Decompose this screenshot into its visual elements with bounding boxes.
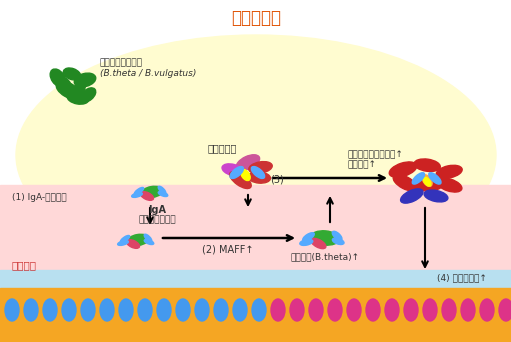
Ellipse shape <box>499 299 511 321</box>
Ellipse shape <box>332 238 344 245</box>
Ellipse shape <box>423 299 437 321</box>
Ellipse shape <box>311 238 326 249</box>
Ellipse shape <box>121 235 130 242</box>
Ellipse shape <box>422 175 432 186</box>
Text: クロストリジウム属↑: クロストリジウム属↑ <box>348 150 404 159</box>
Ellipse shape <box>249 161 272 173</box>
Ellipse shape <box>134 187 144 195</box>
Ellipse shape <box>230 171 251 188</box>
Ellipse shape <box>43 299 57 321</box>
Text: (2) MAFF↑: (2) MAFF↑ <box>202 245 254 255</box>
Ellipse shape <box>158 186 166 194</box>
Ellipse shape <box>347 299 361 321</box>
Bar <box>0 288 511 342</box>
Text: 大腸細菌叢: 大腸細菌叢 <box>207 143 237 153</box>
Ellipse shape <box>144 234 152 242</box>
Ellipse shape <box>81 299 95 321</box>
Ellipse shape <box>127 234 149 246</box>
Ellipse shape <box>176 299 190 321</box>
Ellipse shape <box>436 165 462 178</box>
Text: (3): (3) <box>270 175 284 185</box>
Ellipse shape <box>119 299 133 321</box>
Text: (1) IgA-細菌結合: (1) IgA-細菌結合 <box>12 193 66 201</box>
Ellipse shape <box>132 193 143 197</box>
Ellipse shape <box>271 299 285 321</box>
Ellipse shape <box>389 162 417 177</box>
Ellipse shape <box>332 231 342 240</box>
Ellipse shape <box>80 88 96 102</box>
Ellipse shape <box>401 189 423 203</box>
Ellipse shape <box>385 299 399 321</box>
Ellipse shape <box>100 299 114 321</box>
Ellipse shape <box>248 172 270 183</box>
Ellipse shape <box>328 299 342 321</box>
Ellipse shape <box>303 233 314 241</box>
Ellipse shape <box>195 299 209 321</box>
Ellipse shape <box>300 239 313 246</box>
Ellipse shape <box>138 299 152 321</box>
Ellipse shape <box>230 167 243 179</box>
Ellipse shape <box>252 299 266 321</box>
Ellipse shape <box>424 190 448 202</box>
Ellipse shape <box>56 81 80 99</box>
Ellipse shape <box>416 179 443 191</box>
Ellipse shape <box>58 77 72 94</box>
Ellipse shape <box>24 299 38 321</box>
Ellipse shape <box>157 299 171 321</box>
Ellipse shape <box>480 299 494 321</box>
Text: 腸管内容物: 腸管内容物 <box>231 9 281 27</box>
Ellipse shape <box>424 177 431 186</box>
Ellipse shape <box>5 299 19 321</box>
Ellipse shape <box>63 68 81 80</box>
Text: 大腸粘液: 大腸粘液 <box>12 260 37 270</box>
Text: 代謝機能↑: 代謝機能↑ <box>348 160 377 170</box>
Ellipse shape <box>404 299 418 321</box>
Ellipse shape <box>311 231 339 245</box>
Ellipse shape <box>393 175 417 191</box>
Ellipse shape <box>127 240 140 248</box>
Ellipse shape <box>118 241 128 246</box>
Ellipse shape <box>141 186 163 198</box>
Ellipse shape <box>366 299 380 321</box>
Ellipse shape <box>62 299 76 321</box>
Bar <box>0 185 511 295</box>
Ellipse shape <box>158 192 168 197</box>
Text: (4) 腸炎抵抗性↑: (4) 腸炎抵抗性↑ <box>437 274 487 282</box>
Ellipse shape <box>251 167 265 179</box>
Ellipse shape <box>442 299 456 321</box>
Text: 細菌間相互作用: 細菌間相互作用 <box>138 215 176 224</box>
Text: バクテロイデス属: バクテロイデス属 <box>100 58 143 67</box>
Ellipse shape <box>233 299 247 321</box>
Ellipse shape <box>309 299 323 321</box>
Ellipse shape <box>50 69 66 87</box>
Ellipse shape <box>144 239 154 245</box>
Ellipse shape <box>237 155 260 170</box>
Ellipse shape <box>290 299 304 321</box>
Ellipse shape <box>74 73 96 87</box>
Ellipse shape <box>75 80 85 94</box>
Ellipse shape <box>67 92 89 104</box>
Text: 代謝機能(B.theta)↑: 代謝機能(B.theta)↑ <box>290 252 360 262</box>
Text: IgA: IgA <box>148 205 166 215</box>
Text: (B.theta / B.vulgatus): (B.theta / B.vulgatus) <box>100 68 196 78</box>
Ellipse shape <box>429 173 441 184</box>
Ellipse shape <box>214 299 228 321</box>
Ellipse shape <box>16 35 496 275</box>
Ellipse shape <box>461 299 475 321</box>
Ellipse shape <box>141 192 153 200</box>
Ellipse shape <box>414 159 440 171</box>
Ellipse shape <box>436 178 462 192</box>
Bar <box>0 270 511 288</box>
Ellipse shape <box>412 173 425 184</box>
Ellipse shape <box>222 164 244 176</box>
Ellipse shape <box>241 169 250 181</box>
